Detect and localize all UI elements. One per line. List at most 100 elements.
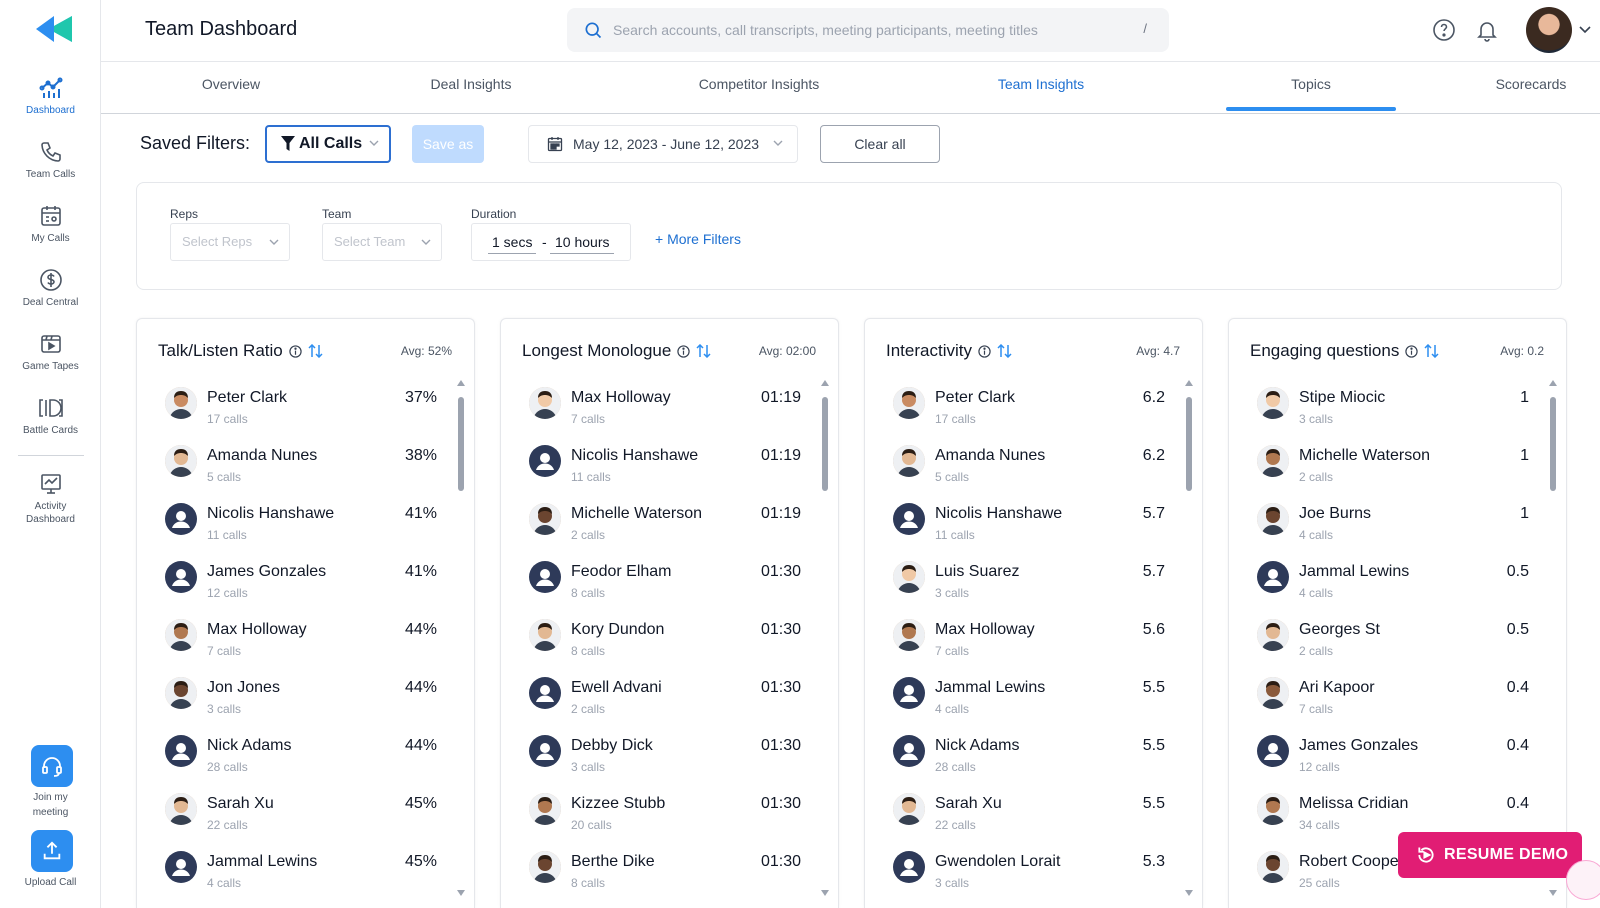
tab-team-insights[interactable]: Team Insights: [997, 76, 1085, 92]
save-as-button[interactable]: Save as: [412, 125, 484, 163]
user-avatar[interactable]: [1526, 7, 1572, 53]
rep-row[interactable]: Georges St 2 calls 0.5: [1257, 613, 1529, 671]
rep-name[interactable]: Amanda Nunes: [935, 447, 1046, 464]
rep-name[interactable]: Robert Cooper: [1299, 853, 1404, 870]
rep-row[interactable]: Sarah Xu 22 calls 45%: [165, 787, 437, 845]
scrollbar-thumb[interactable]: [458, 397, 464, 491]
sort-icon[interactable]: [696, 344, 712, 358]
help-widget-button[interactable]: [1566, 860, 1600, 900]
rep-name[interactable]: Nicolis Hanshawe: [207, 505, 335, 522]
rep-row[interactable]: Amanda Nunes 5 calls 38%: [165, 439, 437, 497]
rep-row[interactable]: Sarah Xu 22 calls 5.5: [893, 787, 1165, 845]
scroll-down-arrow-icon[interactable]: [820, 889, 830, 897]
rep-row[interactable]: Robert Cooper 25 calls: [1257, 845, 1529, 903]
saved-filter-select[interactable]: All Calls: [265, 125, 391, 163]
info-icon[interactable]: [289, 344, 302, 358]
rep-row[interactable]: Max Holloway 7 calls 44%: [165, 613, 437, 671]
tab-competitor-insights[interactable]: Competitor Insights: [698, 76, 820, 92]
rep-row[interactable]: Stipe Miocic 3 calls 1: [1257, 381, 1529, 439]
duration-min-input[interactable]: 1 secs: [488, 234, 537, 254]
rep-row[interactable]: James Gonzales 12 calls 0.4: [1257, 729, 1529, 787]
sidebar-item-my-calls[interactable]: My Calls: [0, 204, 101, 245]
info-icon[interactable]: [677, 344, 691, 358]
rep-row[interactable]: Nicolis Hanshawe 11 calls 5.7: [893, 497, 1165, 555]
rep-name[interactable]: Nicolis Hanshawe: [571, 447, 699, 464]
rep-name[interactable]: Ewell Advani: [571, 679, 662, 696]
reps-select[interactable]: Select Reps: [170, 223, 290, 261]
rep-name[interactable]: Ari Kapoor: [1299, 679, 1375, 696]
rep-name[interactable]: Gwendolen Lorait: [935, 853, 1061, 870]
rep-name[interactable]: Georges St: [1299, 621, 1380, 638]
rep-row[interactable]: Debby Dick 3 calls 01:30: [529, 729, 801, 787]
rep-row[interactable]: Jammal Lewins 4 calls 45%: [165, 845, 437, 903]
sort-icon[interactable]: [308, 344, 324, 358]
rep-name[interactable]: Jammal Lewins: [935, 679, 1046, 696]
rep-row[interactable]: Feodor Elham 8 calls 01:30: [529, 555, 801, 613]
duration-max-input[interactable]: 10 hours: [550, 234, 615, 254]
join-meeting-button[interactable]: [31, 745, 73, 787]
info-icon[interactable]: [1405, 344, 1419, 358]
rep-name[interactable]: Kory Dundon: [571, 621, 665, 638]
rep-row[interactable]: Kizzee Stubb 20 calls 01:30: [529, 787, 801, 845]
date-range-picker[interactable]: May 12, 2023 - June 12, 2023: [528, 125, 798, 163]
rep-name[interactable]: Amanda Nunes: [207, 447, 318, 464]
tab-deal-insights[interactable]: Deal Insights: [430, 76, 512, 92]
rep-row[interactable]: Peter Clark 17 calls 37%: [165, 381, 437, 439]
rep-row[interactable]: Luis Suarez 3 calls 5.7: [893, 555, 1165, 613]
rep-name[interactable]: Michelle Waterson: [571, 505, 703, 522]
rep-row[interactable]: Jon Jones 3 calls 44%: [165, 671, 437, 729]
rep-name[interactable]: Melissa Cridian: [1299, 795, 1409, 812]
rep-row[interactable]: Kory Dundon 8 calls 01:30: [529, 613, 801, 671]
sidebar-item-dashboard[interactable]: Dashboard: [0, 76, 101, 117]
rep-name[interactable]: Sarah Xu: [935, 795, 1002, 812]
rep-row[interactable]: Max Holloway 7 calls 5.6: [893, 613, 1165, 671]
rep-row[interactable]: Peter Clark 17 calls 6.2: [893, 381, 1165, 439]
tab-scorecards[interactable]: Scorecards: [1495, 76, 1567, 92]
scrollbar-thumb[interactable]: [1550, 397, 1556, 491]
scroll-up-arrow-icon[interactable]: [820, 379, 830, 387]
rep-name[interactable]: Max Holloway: [571, 389, 671, 406]
sort-icon[interactable]: [1424, 344, 1440, 358]
rep-name[interactable]: James Gonzales: [207, 563, 327, 580]
rep-name[interactable]: Nicolis Hanshawe: [935, 505, 1063, 522]
rep-name[interactable]: Sarah Xu: [207, 795, 274, 812]
rep-name[interactable]: Max Holloway: [935, 621, 1035, 638]
rep-row[interactable]: James Gonzales 12 calls 41%: [165, 555, 437, 613]
rep-name[interactable]: Joe Burns: [1299, 505, 1372, 522]
rep-row[interactable]: Ari Kapoor 7 calls 0.4: [1257, 671, 1529, 729]
rep-name[interactable]: Kizzee Stubb: [571, 795, 666, 812]
team-select[interactable]: Select Team: [322, 223, 442, 261]
rep-name[interactable]: Nick Adams: [207, 737, 292, 754]
scrollbar-thumb[interactable]: [1186, 397, 1192, 491]
rep-row[interactable]: Nicolis Hanshawe 11 calls 01:19: [529, 439, 801, 497]
rep-name[interactable]: Debby Dick: [571, 737, 653, 754]
chevron-down-icon[interactable]: [1579, 26, 1591, 34]
rep-row[interactable]: Gwendolen Lorait 3 calls 5.3: [893, 845, 1165, 903]
rep-name[interactable]: Nick Adams: [935, 737, 1020, 754]
rep-name[interactable]: Jammal Lewins: [1299, 563, 1410, 580]
app-logo[interactable]: [34, 12, 74, 46]
sidebar-item-activity-dashboard[interactable]: Activity Dashboard: [0, 472, 101, 526]
rep-name[interactable]: Michelle Waterson: [1299, 447, 1431, 464]
scroll-down-arrow-icon[interactable]: [1548, 889, 1558, 897]
rep-row[interactable]: Melissa Cridian 34 calls 0.4: [1257, 787, 1529, 845]
upload-call-button[interactable]: [31, 830, 73, 872]
rep-name[interactable]: Luis Suarez: [935, 563, 1020, 580]
rep-row[interactable]: Jammal Lewins 4 calls 0.5: [1257, 555, 1529, 613]
rep-name[interactable]: Jon Jones: [207, 679, 280, 696]
rep-name[interactable]: Peter Clark: [207, 389, 288, 406]
rep-row[interactable]: Jammal Lewins 4 calls 5.5: [893, 671, 1165, 729]
rep-name[interactable]: Peter Clark: [935, 389, 1016, 406]
scroll-down-arrow-icon[interactable]: [1184, 889, 1194, 897]
rep-name[interactable]: Max Holloway: [207, 621, 307, 638]
rep-row[interactable]: Amanda Nunes 5 calls 6.2: [893, 439, 1165, 497]
rep-name[interactable]: Berthe Dike: [571, 853, 655, 870]
bell-icon[interactable]: [1475, 18, 1499, 42]
rep-row[interactable]: Michelle Waterson 2 calls 01:19: [529, 497, 801, 555]
sidebar-item-game-tapes[interactable]: Game Tapes: [0, 332, 101, 373]
scroll-up-arrow-icon[interactable]: [456, 379, 466, 387]
more-filters-link[interactable]: + More Filters: [655, 231, 741, 247]
rep-row[interactable]: Michelle Waterson 2 calls 1: [1257, 439, 1529, 497]
clear-all-button[interactable]: Clear all: [820, 125, 940, 163]
scrollbar-thumb[interactable]: [822, 397, 828, 491]
